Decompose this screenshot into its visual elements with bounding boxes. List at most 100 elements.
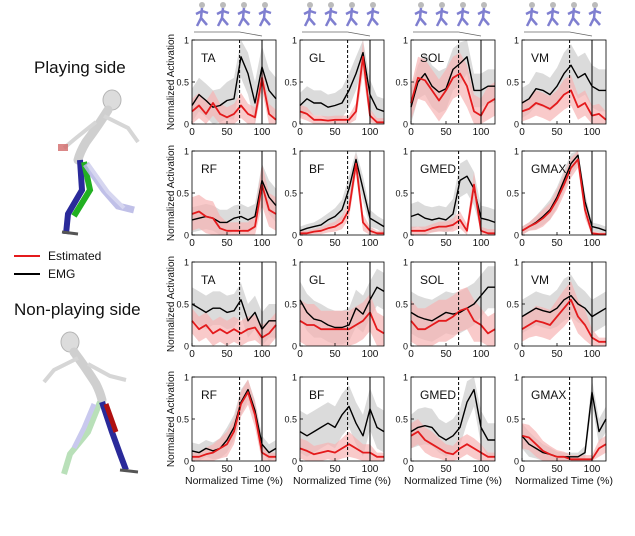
x-tick-label: 50 [551,349,563,360]
y-tick-label: 1 [184,36,189,46]
panel-title: GL [309,273,325,287]
phase-marker-line [458,31,482,37]
phase-marker-line [347,31,371,37]
x-tick-label: 100 [362,464,379,475]
y-tick-label: 0 [514,231,519,241]
y-tick-label: 0.5 [395,300,408,310]
x-tick-label: 100 [584,238,601,249]
x-axis-label: Normalized Time (%) [185,475,283,487]
runner-figure-head [199,2,205,8]
x-tick-label: 100 [473,127,490,138]
y-tick-label: 0.5 [395,415,408,425]
x-tick-label: 50 [329,127,341,138]
panel-title: GL [309,51,325,65]
x-tick-label: 100 [473,238,490,249]
y-tick-label: 0 [403,120,408,130]
x-tick-label: 100 [473,349,490,360]
y-tick-label: 0 [403,231,408,241]
estimated-std-band [300,431,384,461]
panel-title: GMAX [531,162,566,176]
y-tick-label: 0.5 [284,300,297,310]
estimated-std-band [300,153,384,235]
y-tick-label: 0 [292,120,297,130]
runner-figure-body [258,7,272,27]
panel-title: SOL [420,273,444,287]
phase-marker-line [569,31,593,37]
runner-figure-head [592,2,598,8]
panel-title: RF [201,162,217,176]
runner-figure-head [529,2,535,8]
subplot-gmed-non-playing: 0 50 100 0 0.5 1 GMED Normalized Time (%) [395,373,502,488]
y-tick-label: 0 [514,457,519,467]
x-tick-label: 50 [329,464,341,475]
panel-title: BF [309,162,324,176]
x-tick-label: 100 [254,464,271,475]
y-tick-label: 0.5 [176,300,189,310]
runner-figure-head [220,2,226,8]
x-tick-label: 50 [551,464,563,475]
y-tick-label: 0.5 [506,415,519,425]
runner-figure-body [567,7,581,27]
x-tick-label: 50 [221,238,233,249]
x-tick-label: 50 [440,238,452,249]
y-tick-label: 1 [514,373,519,383]
y-tick-label: 0.5 [284,78,297,88]
estimated-std-band [192,308,276,346]
legend-item-emg: EMG [14,265,101,283]
x-tick-label: 50 [221,127,233,138]
estimated-std-band [522,75,606,124]
x-tick-label: 0 [408,349,414,360]
x-tick-label: 100 [362,127,379,138]
estimated-std-band [300,293,384,346]
runner-figure-body [195,7,209,27]
runner-figure-body [435,7,449,27]
y-tick-label: 0 [292,457,297,467]
y-tick-label: 0 [403,342,408,352]
y-tick-label: 0 [514,342,519,352]
x-tick-label: 50 [440,464,452,475]
subplot-bf-playing: 0 50 100 0 0.5 1 BF [284,147,385,249]
panel-title: TA [201,273,215,287]
runner-figure-head [439,2,445,8]
y-tick-label: 0.5 [176,189,189,199]
x-tick-label: 0 [189,127,195,138]
x-tick-label: 50 [440,349,452,360]
y-tick-label: 0.5 [176,415,189,425]
y-tick-label: 1 [514,36,519,46]
x-tick-label: 100 [584,349,601,360]
runner-figure-head [370,2,376,8]
x-tick-label: 100 [362,238,379,249]
panel-title: VM [531,273,549,287]
runner-figure-head [328,2,334,8]
x-tick-label: 0 [519,349,525,360]
x-tick-label: 50 [329,238,341,249]
y-tick-label: 1 [403,373,408,383]
estimated-std-band [192,65,276,124]
emg-swatch [14,273,40,275]
y-tick-label: 1 [184,258,189,268]
subplot-gmed-playing: 0 50 100 0 0.5 1 GMED [395,147,496,249]
y-tick-label: 0 [184,231,189,241]
y-tick-label: 0 [403,457,408,467]
x-tick-label: 0 [189,349,195,360]
runner-figure-head [262,2,268,8]
runner-figure-body [324,7,338,27]
runner-figure-body [546,7,560,27]
estimated-std-band [411,419,495,461]
x-tick-label: 0 [297,349,303,360]
y-axis-label: Normalized Activation [166,256,177,352]
runner-figure-body [477,7,491,27]
y-tick-label: 1 [292,373,297,383]
subplot-gl-non-playing: 0 50 100 0 0.5 1 GL [284,258,385,360]
y-tick-label: 1 [403,258,408,268]
y-tick-label: 1 [514,147,519,157]
y-tick-label: 0 [514,120,519,130]
runner-figure-head [481,2,487,8]
runner-figure-head [460,2,466,8]
y-tick-label: 1 [184,147,189,157]
legend-emg-label: EMG [48,267,76,281]
y-tick-label: 1 [403,36,408,46]
x-tick-label: 50 [440,127,452,138]
runner-figure-head [550,2,556,8]
panel-title: TA [201,51,215,65]
